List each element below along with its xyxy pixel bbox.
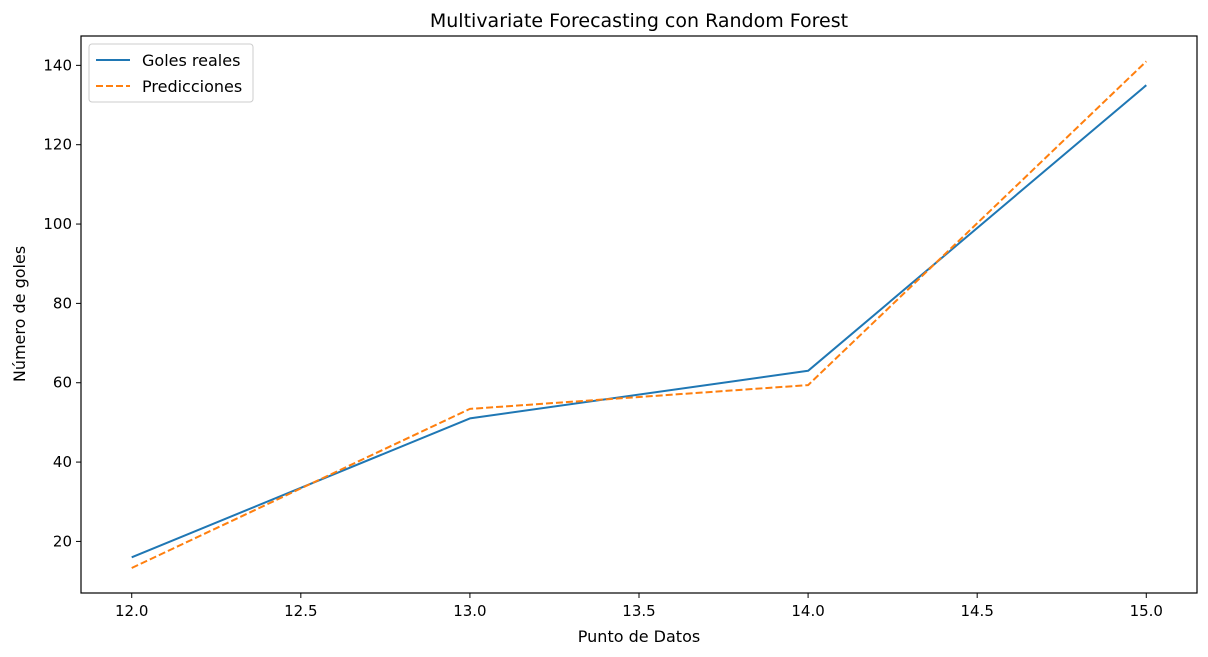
x-tick-label: 15.0 — [1130, 602, 1163, 620]
y-tick-label: 80 — [53, 294, 72, 312]
y-tick-label: 60 — [53, 374, 72, 392]
y-tick-label: 20 — [53, 532, 72, 550]
legend-box — [88, 43, 254, 103]
x-tick-label: 12.0 — [115, 602, 148, 620]
y-tick-label: 40 — [53, 453, 72, 471]
x-tick-label: 13.5 — [622, 602, 655, 620]
y-axis-label: Número de goles — [10, 246, 29, 382]
x-tick-label: 14.5 — [960, 602, 993, 620]
chart-title: Multivariate Forecasting con Random Fore… — [430, 10, 848, 32]
x-tick-label: 12.5 — [284, 602, 317, 620]
x-tick-label: 14.0 — [791, 602, 824, 620]
x-axis-label: Punto de Datos — [578, 627, 700, 646]
series-line-0 — [131, 84, 1147, 559]
x-axis: 12.0 12.5 13.0 13.5 14.0 14.5 15.0 — [115, 593, 1163, 620]
legend-label: Predicciones — [142, 77, 242, 96]
legend-label: Goles reales — [142, 51, 240, 70]
y-tick-label: 100 — [43, 215, 72, 233]
y-tick-label: 120 — [43, 136, 72, 154]
plot-area — [131, 60, 1147, 569]
legend: Goles reales Predicciones — [88, 43, 254, 103]
y-axis: 20 40 60 80 100 120 140 — [43, 56, 81, 550]
series-line-1 — [131, 60, 1147, 569]
y-tick-label: 140 — [43, 56, 72, 74]
x-tick-label: 13.0 — [453, 602, 486, 620]
